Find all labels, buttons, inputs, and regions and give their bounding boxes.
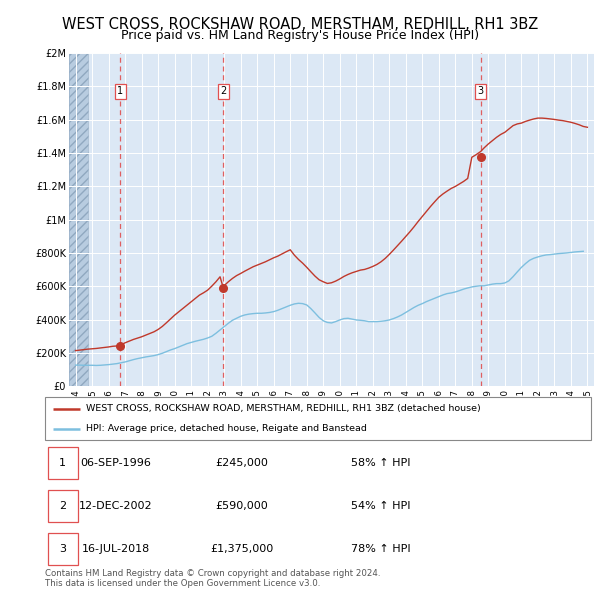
Text: Contains HM Land Registry data © Crown copyright and database right 2024.: Contains HM Land Registry data © Crown c… (45, 569, 380, 578)
Text: 2: 2 (220, 87, 226, 96)
Text: 06-SEP-1996: 06-SEP-1996 (80, 458, 151, 467)
Text: This data is licensed under the Open Government Licence v3.0.: This data is licensed under the Open Gov… (45, 579, 320, 588)
Text: HPI: Average price, detached house, Reigate and Banstead: HPI: Average price, detached house, Reig… (86, 424, 367, 434)
Text: 12-DEC-2002: 12-DEC-2002 (79, 501, 153, 510)
Text: £1,375,000: £1,375,000 (210, 544, 273, 553)
Text: 54% ↑ HPI: 54% ↑ HPI (351, 501, 410, 510)
Text: 1: 1 (59, 458, 66, 467)
Text: £245,000: £245,000 (215, 458, 268, 467)
Bar (48, 533, 78, 565)
Bar (48, 490, 78, 522)
Text: 2: 2 (59, 501, 67, 510)
Bar (48, 447, 78, 478)
Text: 1: 1 (117, 87, 123, 96)
Text: WEST CROSS, ROCKSHAW ROAD, MERSTHAM, REDHILL, RH1 3BZ (detached house): WEST CROSS, ROCKSHAW ROAD, MERSTHAM, RED… (86, 405, 481, 414)
Text: £590,000: £590,000 (215, 501, 268, 510)
Text: 58% ↑ HPI: 58% ↑ HPI (351, 458, 410, 467)
Bar (69, 53, 88, 386)
Text: Price paid vs. HM Land Registry's House Price Index (HPI): Price paid vs. HM Land Registry's House … (121, 29, 479, 42)
Text: 16-JUL-2018: 16-JUL-2018 (82, 544, 150, 553)
Text: 3: 3 (59, 544, 66, 553)
Text: WEST CROSS, ROCKSHAW ROAD, MERSTHAM, REDHILL, RH1 3BZ: WEST CROSS, ROCKSHAW ROAD, MERSTHAM, RED… (62, 17, 538, 31)
Text: 78% ↑ HPI: 78% ↑ HPI (351, 544, 410, 553)
Text: 3: 3 (478, 87, 484, 96)
Bar (69, 53, 88, 386)
